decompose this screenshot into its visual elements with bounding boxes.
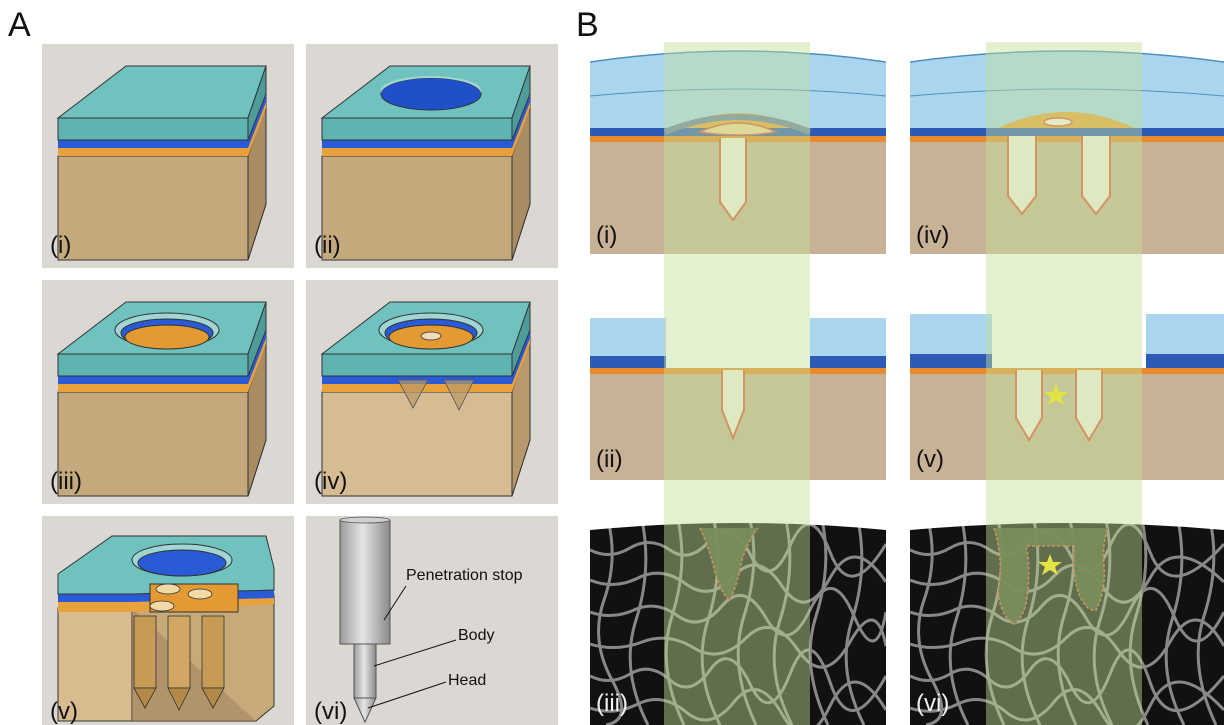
micro-ct-image-single [590, 520, 886, 725]
head-label: Head [448, 672, 487, 689]
cross-section-single-hole-exposed [590, 300, 886, 480]
cross-section-single-hole [590, 42, 886, 254]
tile-a-iv: (iv) [306, 280, 558, 504]
tile-a-v-label: (v) [50, 698, 78, 725]
cell-b-ii: (ii) [590, 300, 886, 480]
micro-ct-image-double [910, 520, 1224, 725]
micro-ct-single-hole: (iii) [590, 520, 886, 725]
block-diagram-cutaway [57, 535, 275, 722]
block-diagram-cartilage-removed [320, 65, 531, 261]
body-label: Body [458, 627, 495, 644]
drill-bit-diagram [339, 516, 457, 724]
tile-a-i-label: (i) [50, 232, 72, 259]
cell-b-vi-label: (vi) [916, 690, 950, 717]
star-icon [1038, 554, 1062, 575]
tile-a-vi-label: (vi) [314, 698, 348, 725]
cross-section-two-holes-exposed [910, 300, 1224, 480]
block-diagram-intact [56, 65, 267, 261]
cell-b-i: (i) [590, 42, 886, 254]
tile-a-ii-label: (ii) [314, 232, 341, 259]
cell-b-iii-label: (iii) [596, 690, 628, 717]
block-diagram-first-holes [320, 301, 531, 497]
cell-b-iv-label: (iv) [916, 222, 950, 249]
panel-a-letter: A [8, 6, 31, 44]
panel-b-letter: B [576, 6, 599, 44]
penetration-stop-label: Penetration stop [406, 567, 523, 584]
tile-a-vi: Penetration stop Body Head (vi) [306, 516, 558, 725]
tile-a-iii-label: (iii) [50, 468, 82, 495]
tile-a-iv-label: (iv) [314, 468, 348, 495]
tile-a-ii: (ii) [306, 44, 558, 268]
star-icon [1044, 384, 1068, 405]
cell-b-i-label: (i) [596, 222, 618, 249]
block-diagram-calcified-exposed [56, 301, 267, 497]
cell-b-iv: (iv) [910, 42, 1224, 254]
cross-section-two-holes [910, 42, 1224, 254]
tile-a-iii: (iii) [42, 280, 294, 504]
micro-ct-two-holes: (vi) [910, 520, 1224, 725]
cell-b-v-label: (v) [916, 446, 944, 473]
tile-a-i: (i) [42, 44, 294, 268]
cell-b-ii-label: (ii) [596, 446, 623, 473]
tile-a-v: (v) [42, 516, 294, 725]
cell-b-v: (v) [910, 300, 1224, 480]
